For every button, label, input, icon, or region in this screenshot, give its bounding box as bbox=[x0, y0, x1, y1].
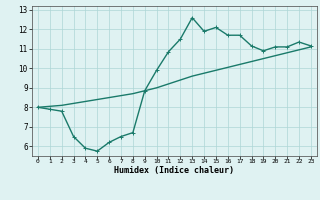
X-axis label: Humidex (Indice chaleur): Humidex (Indice chaleur) bbox=[115, 166, 234, 175]
